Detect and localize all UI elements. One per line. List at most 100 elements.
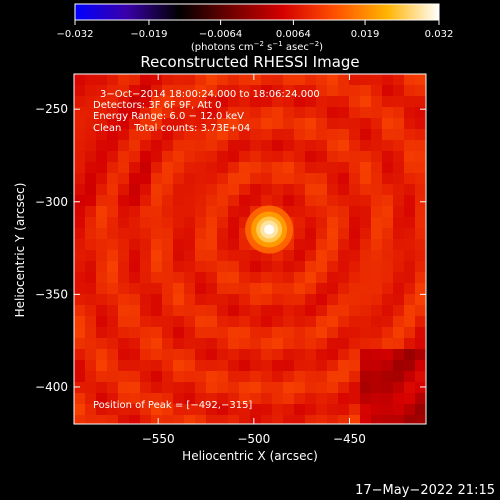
heatmap-cell bbox=[261, 96, 273, 108]
heatmap-cell bbox=[404, 85, 416, 97]
heatmap-cell bbox=[272, 74, 284, 86]
heatmap-cell bbox=[272, 261, 284, 273]
heatmap-cell bbox=[206, 404, 218, 416]
heatmap-cell bbox=[283, 382, 295, 394]
heatmap-cell bbox=[74, 327, 86, 339]
heatmap-cell bbox=[195, 129, 207, 141]
heatmap-cell bbox=[338, 349, 350, 361]
heatmap-cell bbox=[404, 129, 416, 141]
heatmap-cell bbox=[305, 118, 317, 130]
heatmap-cell bbox=[338, 206, 350, 218]
heatmap-cell bbox=[371, 206, 383, 218]
heatmap-cell bbox=[283, 349, 295, 361]
heatmap-cell bbox=[261, 272, 273, 284]
heatmap-cell bbox=[393, 382, 405, 394]
heatmap-cell bbox=[140, 173, 152, 185]
heatmap-cell bbox=[294, 261, 306, 273]
peak-source bbox=[264, 224, 275, 235]
heatmap-cell bbox=[327, 349, 339, 361]
heatmap-cell bbox=[382, 162, 394, 174]
heatmap-cell bbox=[129, 316, 141, 328]
heatmap-cell bbox=[404, 96, 416, 108]
heatmap-cell bbox=[195, 173, 207, 185]
heatmap-cell bbox=[239, 228, 251, 240]
heatmap-cell bbox=[338, 360, 350, 372]
heatmap-cell bbox=[173, 129, 185, 141]
heatmap-cell bbox=[140, 272, 152, 284]
heatmap-cell bbox=[195, 118, 207, 130]
heatmap-cell bbox=[129, 360, 141, 372]
heatmap-cell bbox=[118, 415, 130, 424]
heatmap-cell bbox=[250, 338, 262, 350]
heatmap-cell bbox=[85, 107, 97, 119]
heatmap-cell bbox=[393, 107, 405, 119]
heatmap-cell bbox=[393, 360, 405, 372]
heatmap-cell bbox=[129, 140, 141, 152]
heatmap-cell bbox=[162, 327, 174, 339]
heatmap-cell bbox=[140, 129, 152, 141]
heatmap-cell bbox=[327, 184, 339, 196]
heatmap-cell bbox=[151, 349, 163, 361]
heatmap-cell bbox=[129, 349, 141, 361]
heatmap-cell bbox=[404, 195, 416, 207]
heatmap-cell bbox=[239, 327, 251, 339]
heatmap-cell bbox=[195, 239, 207, 251]
heatmap-cell bbox=[151, 173, 163, 185]
heatmap-cell bbox=[349, 129, 361, 141]
heatmap-cell bbox=[118, 239, 130, 251]
heatmap-cell bbox=[118, 206, 130, 218]
heatmap-cell bbox=[118, 228, 130, 240]
heatmap-cell bbox=[151, 195, 163, 207]
heatmap-cell bbox=[250, 118, 262, 130]
heatmap-cell bbox=[162, 250, 174, 262]
heatmap-cell bbox=[118, 360, 130, 372]
heatmap-cell bbox=[206, 118, 218, 130]
heatmap-cell bbox=[96, 382, 108, 394]
heatmap-cell bbox=[239, 184, 251, 196]
heatmap-cell bbox=[283, 404, 295, 416]
heatmap-cell bbox=[305, 382, 317, 394]
heatmap-cell bbox=[85, 415, 97, 424]
heatmap-cell bbox=[294, 118, 306, 130]
heatmap-cell bbox=[349, 272, 361, 284]
heatmap-cell bbox=[393, 272, 405, 284]
heatmap-cell bbox=[283, 283, 295, 295]
heatmap-cell bbox=[151, 129, 163, 141]
heatmap-cell bbox=[217, 393, 229, 405]
heatmap-cell bbox=[316, 195, 328, 207]
heatmap-cell bbox=[85, 162, 97, 174]
heatmap-cell bbox=[107, 283, 119, 295]
heatmap-cell bbox=[382, 415, 394, 424]
heatmap-cell bbox=[294, 239, 306, 251]
heatmap-cell bbox=[349, 217, 361, 229]
heatmap-cell bbox=[96, 195, 108, 207]
heatmap-cell bbox=[184, 382, 196, 394]
heatmap-cell bbox=[74, 250, 86, 262]
heatmap-cell bbox=[184, 206, 196, 218]
heatmap-cell bbox=[74, 129, 86, 141]
heatmap-cell bbox=[217, 118, 229, 130]
heatmap-cell bbox=[371, 250, 383, 262]
heatmap-cell bbox=[371, 217, 383, 229]
heatmap-cell bbox=[327, 228, 339, 240]
heatmap-cell bbox=[206, 162, 218, 174]
heatmap-cell bbox=[239, 107, 251, 119]
heatmap-cell bbox=[261, 360, 273, 372]
heatmap-cell bbox=[294, 228, 306, 240]
heatmap-cell bbox=[195, 404, 207, 416]
heatmap-cell bbox=[327, 371, 339, 383]
heatmap-cell bbox=[96, 74, 108, 86]
y-tick-label: −400 bbox=[35, 380, 68, 394]
heatmap-cell bbox=[338, 316, 350, 328]
heatmap-cell bbox=[316, 250, 328, 262]
heatmap-cell bbox=[305, 360, 317, 372]
heatmap-cell bbox=[96, 415, 108, 424]
heatmap-cell bbox=[415, 129, 426, 141]
heatmap-cell bbox=[338, 74, 350, 86]
heatmap-cell bbox=[283, 338, 295, 350]
heatmap-cell bbox=[261, 151, 273, 163]
heatmap-cell bbox=[250, 404, 262, 416]
heatmap-cell bbox=[239, 261, 251, 273]
heatmap-cell bbox=[272, 404, 284, 416]
heatmap-cell bbox=[349, 85, 361, 97]
